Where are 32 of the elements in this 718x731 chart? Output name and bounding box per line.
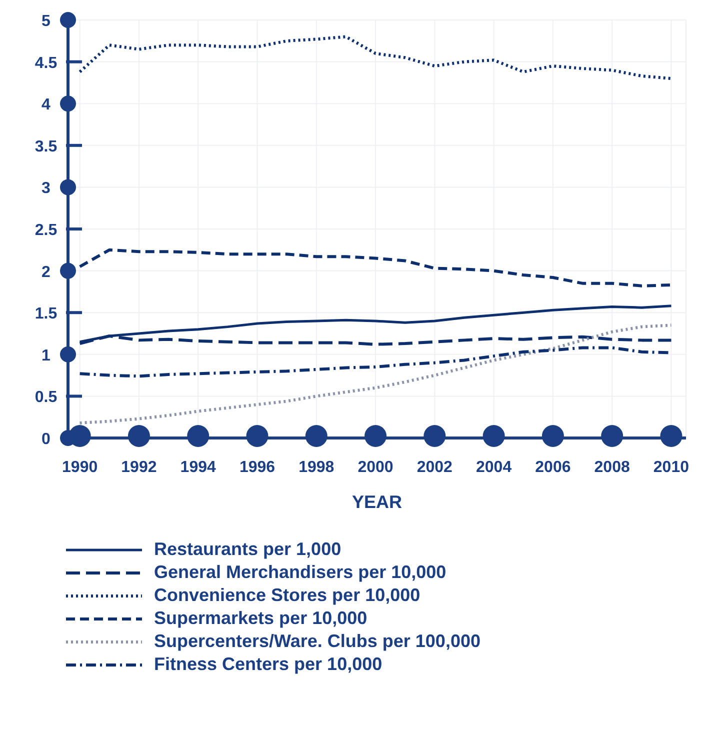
y-tick-label: 1 bbox=[42, 347, 51, 364]
legend-label: Restaurants per 1,000 bbox=[154, 539, 342, 560]
y-tick-label: 0 bbox=[42, 431, 51, 448]
x-tick-label: 1998 bbox=[298, 459, 334, 476]
legend-label: Supermarkets per 10,000 bbox=[154, 608, 368, 629]
line-series bbox=[78, 324, 673, 424]
legend-label: General Merchandisers per 10,000 bbox=[154, 562, 446, 583]
x-tick-label: 2006 bbox=[535, 459, 571, 476]
y-tick-label: 0.5 bbox=[34, 389, 58, 406]
x-tick-label: 2002 bbox=[416, 459, 453, 476]
x-axis-title: YEAR bbox=[352, 492, 402, 512]
y-tick-label: 4 bbox=[42, 96, 51, 114]
x-tick-label: 2008 bbox=[594, 459, 630, 476]
x-tick-label: 2000 bbox=[358, 459, 394, 476]
x-tick-label: 1990 bbox=[62, 459, 98, 476]
x-tick-label: 2010 bbox=[653, 459, 690, 476]
y-tick-label: 2.5 bbox=[34, 222, 58, 239]
x-tick-label: 1996 bbox=[239, 459, 276, 476]
x-tick-label: 1992 bbox=[121, 459, 157, 476]
line-series bbox=[78, 248, 673, 288]
y-tick-label: 2 bbox=[42, 264, 51, 281]
y-tick-label: 5 bbox=[42, 13, 51, 30]
line-series bbox=[78, 35, 673, 80]
x-tick-label: 1994 bbox=[180, 459, 216, 476]
legend-label: Supercenters/Ware. Clubs per 100,000 bbox=[154, 631, 480, 652]
y-tick-label: 4.5 bbox=[34, 54, 58, 72]
y-tick-label: 3.5 bbox=[34, 138, 58, 156]
legend-label: Convenience Stores per 10,000 bbox=[154, 585, 420, 606]
y-tick-label: 1.5 bbox=[34, 306, 58, 323]
y-tick-label: 3 bbox=[42, 180, 51, 198]
x-tick-label: 2004 bbox=[476, 459, 512, 476]
legend-label: Fitness Centers per 10,000 bbox=[154, 654, 382, 675]
